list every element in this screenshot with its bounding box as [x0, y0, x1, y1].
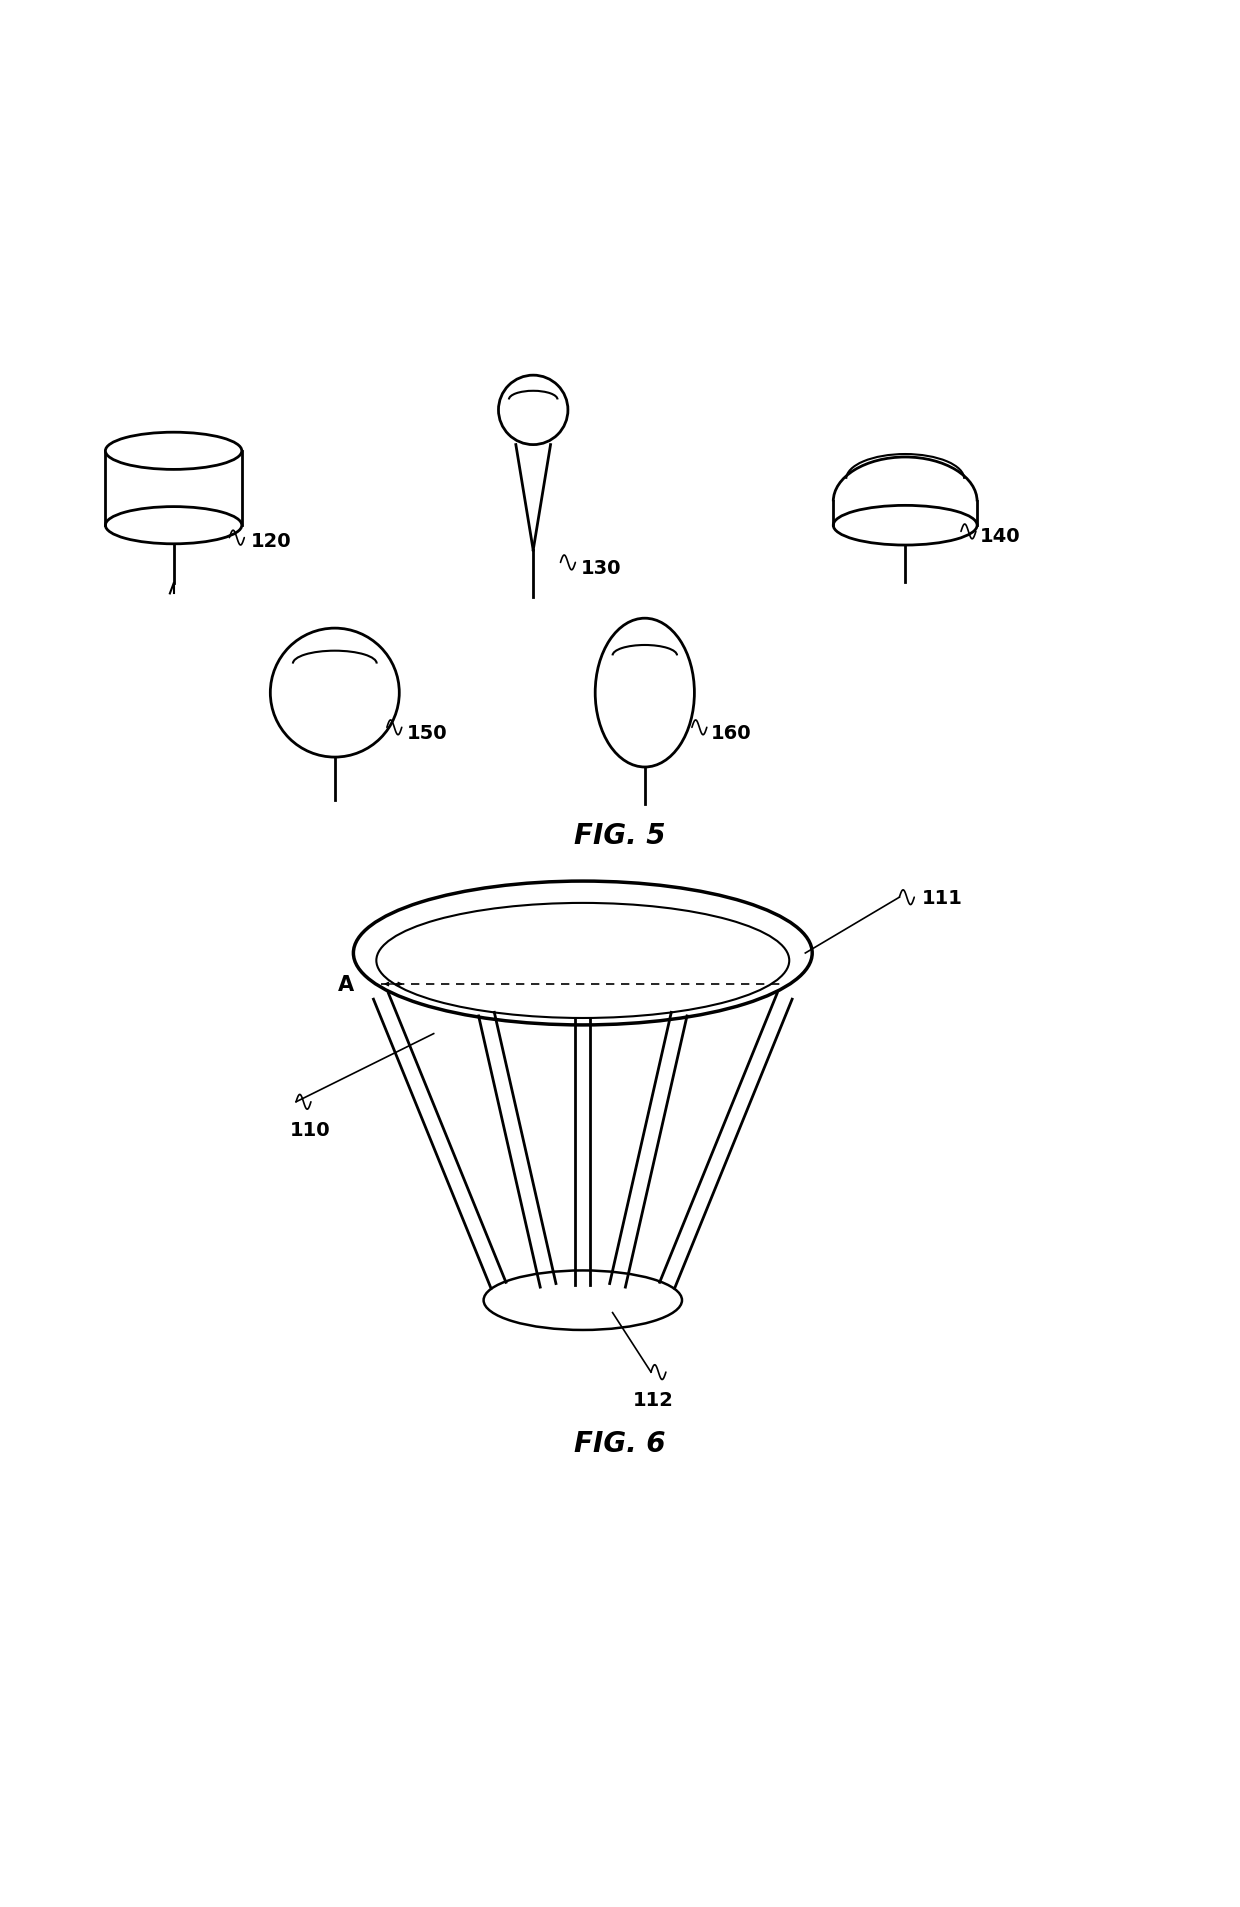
Ellipse shape — [105, 433, 242, 471]
Text: A: A — [339, 974, 355, 994]
Text: 140: 140 — [980, 526, 1021, 545]
Text: 120: 120 — [250, 532, 291, 551]
Text: 110: 110 — [290, 1119, 331, 1138]
Text: 150: 150 — [407, 723, 448, 742]
Ellipse shape — [270, 629, 399, 757]
Text: FIG. 6: FIG. 6 — [574, 1428, 666, 1457]
Text: 112: 112 — [632, 1390, 673, 1409]
Ellipse shape — [498, 376, 568, 446]
Text: FIG. 5: FIG. 5 — [574, 822, 666, 851]
Ellipse shape — [595, 620, 694, 769]
Text: 160: 160 — [711, 723, 751, 742]
Text: 111: 111 — [921, 889, 962, 908]
Text: 130: 130 — [580, 559, 621, 578]
